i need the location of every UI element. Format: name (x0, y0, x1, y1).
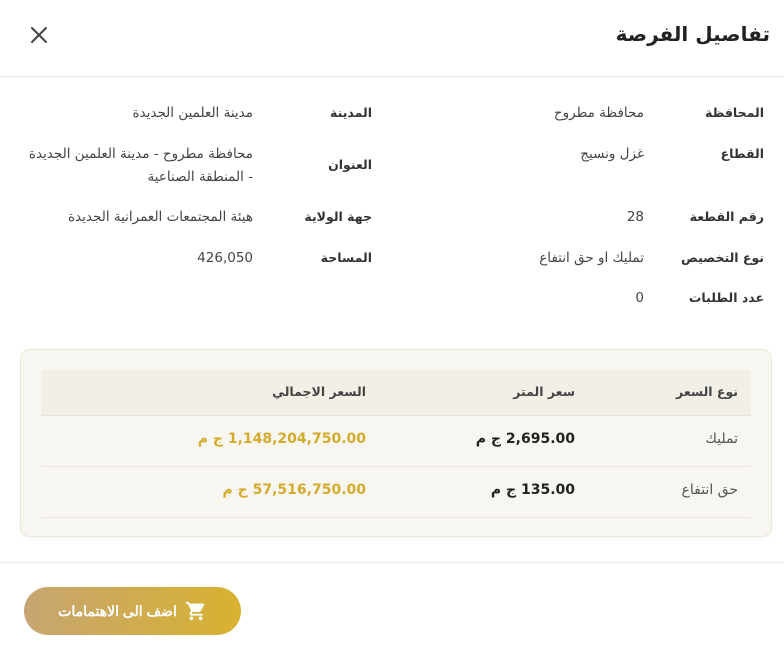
governorate-label: المحافظة (704, 105, 764, 120)
close-icon (31, 27, 47, 43)
authority-label: جهة الولاية (304, 209, 372, 224)
plot-number-label: رقم القطعة (689, 209, 764, 224)
authority-value: هيئة المجتمعات العمرانية الجديدة (67, 209, 253, 225)
dialog-title: تفاصيل الفرصة (615, 22, 770, 46)
total-price-cell: 1,148,204,750.00 ج م (197, 431, 366, 447)
area-label: المساحة (320, 250, 372, 265)
city-value: مدينة العلمين الجديدة (132, 105, 253, 121)
price-table-header: نوع السعر سعر المتر السعر الاجمالي (41, 370, 751, 416)
total-price-cell: 57,516,750.00 ج م (222, 482, 366, 498)
sector-value: غزل ونسيج (580, 146, 644, 162)
area-value: 426,050 (197, 250, 253, 266)
requests-count-label: عدد الطلبات (688, 290, 764, 305)
sector-label: القطاع (720, 146, 764, 161)
cart-icon (185, 601, 205, 621)
price-per-meter-cell: 2,695.00 ج م (475, 431, 575, 447)
requests-count-value: 0 (635, 290, 644, 306)
governorate-value: محافظة مطروح (553, 105, 644, 121)
address-value: محافظة مطروح - مدينة العلمين الجديدة - ا… (28, 146, 253, 185)
city-label: المدينة (330, 105, 372, 120)
allocation-type-label: نوع التخصيص (681, 250, 764, 265)
header-price-per-meter: سعر المتر (513, 384, 575, 399)
header-divider (0, 76, 784, 77)
allocation-type-value: تمليك او حق انتفاع (539, 250, 644, 266)
header-total-price: السعر الاجمالي (272, 384, 366, 399)
price-per-meter-cell: 135.00 ج م (490, 482, 575, 498)
add-to-interests-label: اضف الى الاهتمامات (58, 602, 177, 619)
table-row: حق انتفاع 135.00 ج م 57,516,750.00 ج م (41, 467, 751, 518)
header-price-type: نوع السعر (676, 384, 738, 399)
address-label: العنوان (328, 157, 372, 172)
add-to-interests-button[interactable]: اضف الى الاهتمامات (24, 587, 241, 635)
close-button[interactable] (28, 24, 50, 46)
footer-divider (0, 562, 784, 563)
table-row: تمليك 2,695.00 ج م 1,148,204,750.00 ج م (41, 416, 751, 467)
plot-number-value: 28 (626, 209, 644, 225)
price-type-cell: تمليك (705, 431, 738, 447)
price-type-cell: حق انتفاع (681, 482, 739, 498)
